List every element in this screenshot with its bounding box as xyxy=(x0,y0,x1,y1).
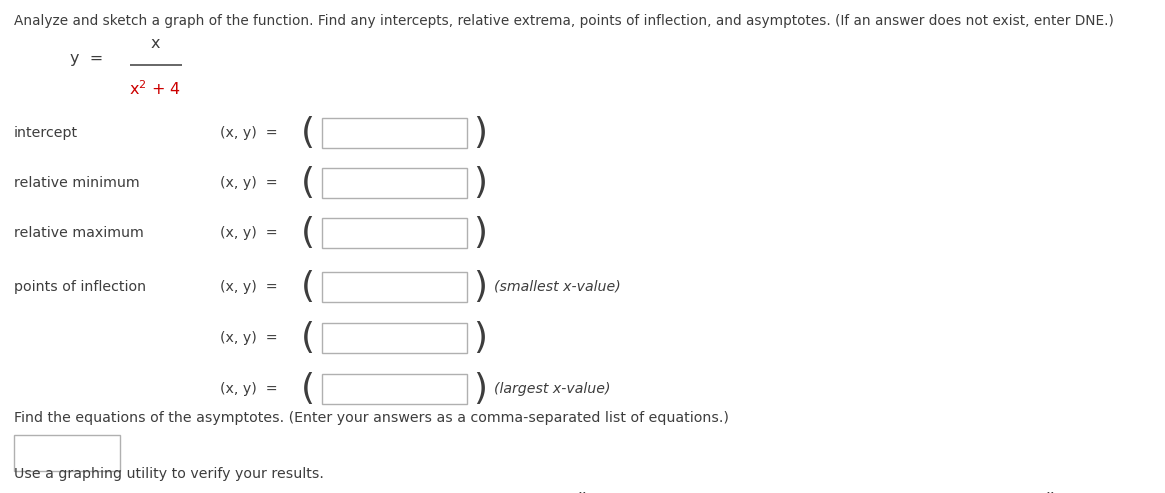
FancyBboxPatch shape xyxy=(322,272,467,302)
Text: y  =: y = xyxy=(70,50,104,66)
Text: ): ) xyxy=(473,372,487,406)
Text: relative maximum: relative maximum xyxy=(14,226,143,240)
Text: (: ( xyxy=(301,321,315,355)
Text: (x, y)  =: (x, y) = xyxy=(220,126,277,140)
Text: ): ) xyxy=(473,270,487,304)
Text: (x, y)  =: (x, y) = xyxy=(220,331,277,345)
Text: Analyze and sketch a graph of the function. Find any intercepts, relative extrem: Analyze and sketch a graph of the functi… xyxy=(14,14,1114,28)
Text: (: ( xyxy=(301,116,315,150)
Text: (: ( xyxy=(301,166,315,200)
Text: ): ) xyxy=(473,166,487,200)
Text: ): ) xyxy=(473,116,487,150)
FancyBboxPatch shape xyxy=(322,323,467,353)
Text: (x, y)  =: (x, y) = xyxy=(220,280,277,294)
FancyBboxPatch shape xyxy=(14,435,120,471)
Text: ..: .. xyxy=(577,483,587,493)
Text: (largest x-value): (largest x-value) xyxy=(494,382,610,396)
Text: (: ( xyxy=(301,372,315,406)
Text: (smallest x-value): (smallest x-value) xyxy=(494,280,621,294)
Text: (x, y)  =: (x, y) = xyxy=(220,176,277,190)
Text: points of inflection: points of inflection xyxy=(14,280,146,294)
Text: Use a graphing utility to verify your results.: Use a graphing utility to verify your re… xyxy=(14,467,324,481)
FancyBboxPatch shape xyxy=(322,218,467,248)
Text: intercept: intercept xyxy=(14,126,78,140)
Text: ): ) xyxy=(473,216,487,250)
Text: (: ( xyxy=(301,216,315,250)
Text: ..: .. xyxy=(1045,483,1054,493)
Text: Find the equations of the asymptotes. (Enter your answers as a comma-separated l: Find the equations of the asymptotes. (E… xyxy=(14,411,729,425)
Text: x$^2$ + 4: x$^2$ + 4 xyxy=(129,79,181,98)
Text: ): ) xyxy=(473,321,487,355)
Text: (: ( xyxy=(301,270,315,304)
Text: (x, y)  =: (x, y) = xyxy=(220,226,277,240)
Text: x: x xyxy=(150,36,160,51)
FancyBboxPatch shape xyxy=(322,118,467,148)
FancyBboxPatch shape xyxy=(322,374,467,404)
Text: (x, y)  =: (x, y) = xyxy=(220,382,277,396)
Text: relative minimum: relative minimum xyxy=(14,176,140,190)
FancyBboxPatch shape xyxy=(322,168,467,198)
